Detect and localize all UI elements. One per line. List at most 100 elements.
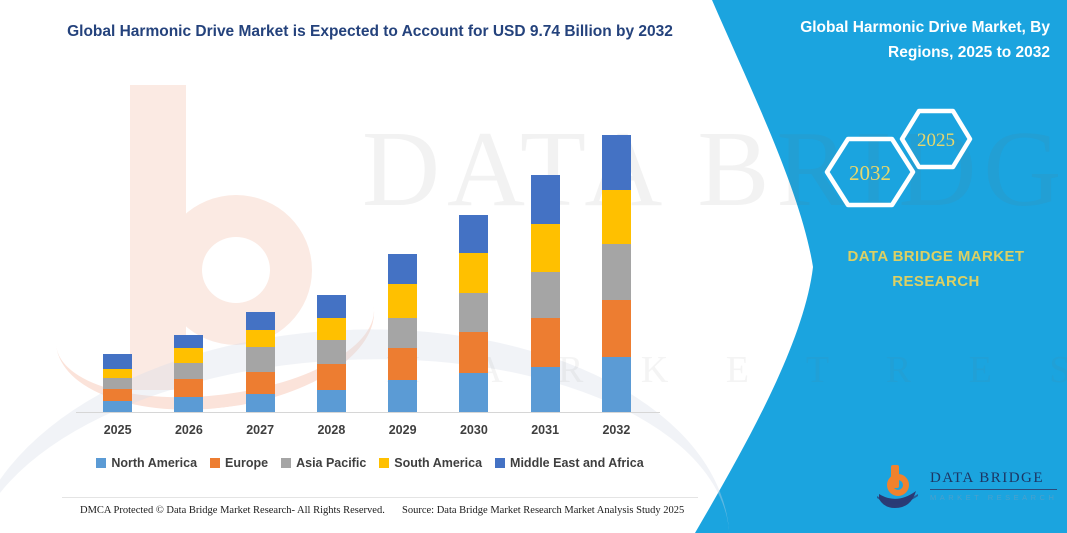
bar-segment-south-america — [245, 330, 275, 348]
legend-swatch — [96, 458, 107, 468]
stacked-bar-2026 — [174, 334, 204, 412]
bar-segment-asia-pacific — [174, 363, 204, 380]
x-axis-label-2028: 2028 — [317, 423, 346, 437]
stacked-bar-2030 — [459, 214, 489, 412]
bar-segment-north-america — [103, 400, 133, 412]
bar-segment-asia-pacific — [103, 377, 133, 390]
market-research-text-watermark: M A R K E T R E S E A R C H — [386, 349, 1067, 391]
bar-segment-north-america — [601, 357, 631, 412]
legend-label: Asia Pacific — [296, 456, 367, 470]
bar-segment-north-america — [316, 390, 346, 412]
footer-divider — [62, 497, 698, 498]
legend-item-middle-east-and-africa: Middle East and Africa — [495, 456, 644, 470]
legend-label: Middle East and Africa — [510, 456, 644, 470]
bar-segment-europe — [388, 347, 418, 380]
logo-name: DATA BRIDGE — [930, 470, 1058, 490]
stacked-bar-2031 — [530, 175, 560, 412]
bar-segment-asia-pacific — [601, 244, 631, 301]
bar-segment-middle-east-and-africa — [459, 214, 489, 253]
bar-segment-south-america — [601, 190, 631, 245]
bar-segment-north-america — [174, 396, 204, 412]
bar-segment-europe — [103, 389, 133, 401]
x-axis-label-2032: 2032 — [602, 423, 631, 437]
legend-label: South America — [394, 456, 483, 470]
panel-heading-line2: Regions, 2025 to 2032 — [888, 43, 1050, 61]
legend-item-europe: Europe — [210, 456, 268, 470]
bar-column-2030 — [438, 115, 509, 412]
bar-segment-middle-east-and-africa — [601, 135, 631, 191]
source-note: Source: Data Bridge Market Research Mark… — [402, 505, 685, 516]
bar-segment-europe — [316, 364, 346, 391]
stacked-bar-chart — [82, 115, 652, 412]
bar-column-2028 — [296, 115, 367, 412]
bar-segment-asia-pacific — [316, 340, 346, 365]
panel-heading-line1: Global Harmonic Drive Market, By — [800, 19, 1050, 36]
logo-subtitle: MARKET RESEARCH — [930, 493, 1058, 502]
hexagon-2032-label: 2032 — [849, 161, 891, 185]
bar-segment-middle-east-and-africa — [316, 294, 346, 319]
databridge-logo-icon — [877, 465, 918, 508]
bar-segment-north-america — [459, 373, 489, 412]
bar-segment-middle-east-and-africa — [388, 253, 418, 284]
bar-segment-middle-east-and-africa — [103, 353, 133, 369]
x-axis-label-2031: 2031 — [531, 423, 560, 437]
stacked-bar-2032 — [601, 135, 631, 412]
x-axis-label-2027: 2027 — [246, 423, 275, 437]
bar-segment-middle-east-and-africa — [174, 334, 204, 349]
databridge-text-watermark: DATA BRIDGE — [362, 110, 1067, 229]
legend-label: Europe — [225, 456, 269, 470]
legend-swatch — [210, 458, 221, 468]
hexagon-2025 — [899, 108, 973, 170]
bar-segment-europe — [245, 372, 275, 395]
year-hexagons: 2025 2032 — [824, 108, 973, 208]
bar-column-2026 — [153, 115, 224, 412]
legend-item-south-america: South America — [379, 456, 482, 470]
bar-segment-europe — [601, 300, 631, 358]
bar-segment-middle-east-and-africa — [245, 312, 275, 331]
chart-title: Global Harmonic Drive Market is Expected… — [67, 23, 673, 40]
x-axis-label-2030: 2030 — [459, 423, 488, 437]
chart-legend: North America Europe Asia Pacific South Ame… — [50, 456, 690, 470]
dmca-notice: DMCA Protected © Data Bridge Market Rese… — [80, 505, 385, 516]
databridge-logo: DATA BRIDGE MARKET RESEARCH — [876, 463, 1058, 509]
bar-segment-asia-pacific — [459, 293, 489, 332]
bar-column-2025 — [82, 115, 153, 412]
bar-segment-europe — [174, 379, 204, 397]
bar-segment-south-america — [530, 224, 560, 273]
legend-swatch — [495, 458, 506, 468]
x-axis-line — [76, 412, 660, 413]
legend-swatch — [281, 458, 292, 468]
bar-segment-middle-east-and-africa — [530, 175, 560, 225]
x-axis-labels: 2025 2026 2027 2028 2029 2030 2031 2032 — [82, 423, 652, 437]
x-axis-label-2025: 2025 — [103, 423, 132, 437]
bar-column-2027 — [225, 115, 296, 412]
hexagon-2032 — [824, 136, 916, 208]
bar-segment-asia-pacific — [530, 272, 560, 319]
bar-segment-europe — [459, 332, 489, 373]
bar-segment-europe — [530, 318, 560, 368]
legend-label: North America — [111, 456, 198, 470]
x-axis-label-2026: 2026 — [174, 423, 203, 437]
legend-item-north-america: North America — [96, 456, 197, 470]
bar-segment-north-america — [530, 367, 560, 412]
brand-name: DATA BRIDGE MARKET RESEARCH — [847, 248, 1025, 290]
bar-column-2032 — [581, 115, 652, 412]
stacked-bar-2029 — [388, 253, 418, 412]
hexagon-2025-label: 2025 — [917, 130, 955, 151]
bar-segment-asia-pacific — [388, 317, 418, 348]
x-axis-label-2029: 2029 — [388, 423, 417, 437]
bar-segment-asia-pacific — [245, 347, 275, 373]
bar-segment-south-america — [459, 252, 489, 293]
stacked-bar-2027 — [245, 312, 275, 412]
bar-column-2031 — [510, 115, 581, 412]
legend-item-asia-pacific: Asia Pacific — [281, 456, 366, 470]
stacked-bar-2025 — [103, 353, 133, 412]
bar-segment-south-america — [388, 283, 418, 318]
bar-column-2029 — [367, 115, 438, 412]
bar-segment-north-america — [388, 379, 418, 412]
bar-segment-south-america — [174, 348, 204, 364]
logo-text: DATA BRIDGE MARKET RESEARCH — [930, 470, 1058, 502]
bar-segment-south-america — [316, 318, 346, 341]
